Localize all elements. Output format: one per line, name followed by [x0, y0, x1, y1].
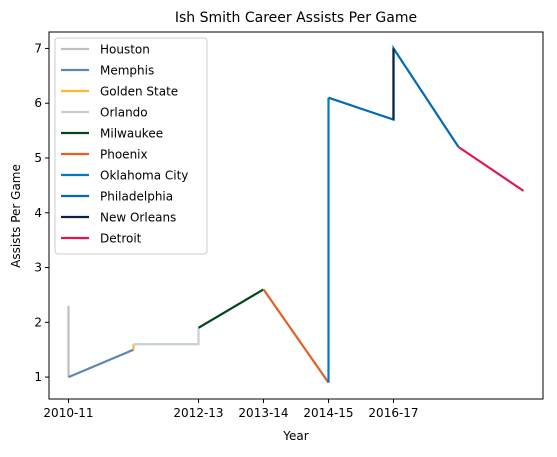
legend-box [54, 37, 208, 255]
legend-label: Detroit [100, 232, 142, 246]
x-tick-label: 2014-15 [303, 406, 353, 420]
legend-label: Milwaukee [100, 127, 163, 141]
y-tick-label: 5 [34, 151, 42, 165]
y-axis-label: Assists Per Game [9, 164, 23, 268]
legend-label: Phoenix [100, 148, 148, 162]
series-line-phoenix [262, 288, 330, 384]
plot-area-frame [48, 31, 544, 400]
legend-label: Houston [100, 43, 150, 57]
x-axis-label: Year [282, 429, 308, 443]
legend-label: Oklahoma City [100, 169, 188, 183]
legend-label: Golden State [100, 85, 178, 99]
y-tick-label: 4 [34, 206, 42, 220]
y-tick-label: 6 [34, 96, 42, 110]
series-line-orlando [133, 327, 200, 346]
series-line-memphis [68, 348, 134, 379]
x-tick-label: 2016-17 [368, 406, 418, 420]
y-tick-label: 7 [34, 41, 42, 55]
x-tick-label: 2012-13 [173, 406, 223, 420]
legend-label: Philadelphia [100, 190, 173, 204]
legend-label: Orlando [100, 106, 148, 120]
x-tick-label: 2013-14 [238, 406, 288, 420]
series-line-milwaukee [197, 288, 265, 329]
chart-title: Ish Smith Career Assists Per Game [175, 10, 417, 26]
series-line-detroit [457, 146, 525, 192]
legend-label: Memphis [100, 64, 154, 78]
y-tick-label: 2 [34, 315, 42, 329]
x-tick-label: 2010-11 [43, 406, 93, 420]
y-tick-label: 3 [34, 261, 42, 275]
y-tick-label: 1 [34, 370, 42, 384]
legend-label: New Orleans [100, 211, 176, 225]
